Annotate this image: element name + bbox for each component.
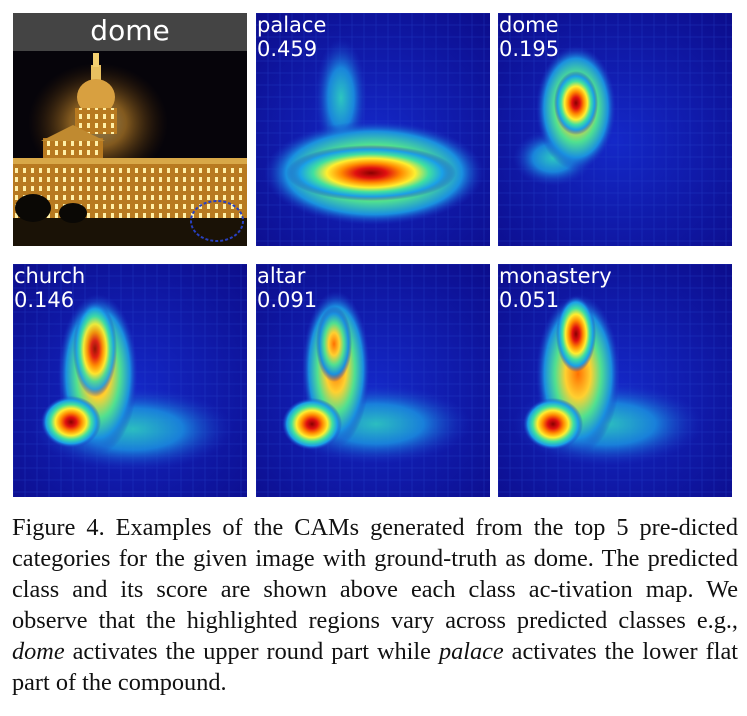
caption-text: activates the lower flat part of the com… <box>12 638 738 696</box>
cam-label-monastery: monastery 0.051 <box>499 264 612 312</box>
heatmap-palace <box>256 13 490 246</box>
class-name: palace <box>257 13 327 37</box>
class-score: 0.051 <box>499 288 560 312</box>
class-name: church <box>14 264 86 288</box>
cam-label-palace: palace 0.459 <box>257 13 326 61</box>
original-image-panel: dome <box>13 13 247 246</box>
heatmap-church <box>13 264 247 497</box>
cam-label-church: church 0.146 <box>14 264 85 312</box>
class-score: 0.459 <box>257 37 318 61</box>
night-palace-photo <box>13 13 247 246</box>
class-score: 0.195 <box>499 37 560 61</box>
class-name: altar <box>257 264 306 288</box>
cam-panel-palace: palace 0.459 <box>256 13 490 246</box>
class-name: monastery <box>499 264 612 288</box>
label-bar <box>13 13 247 51</box>
cam-panel-monastery: monastery 0.051 <box>498 264 732 497</box>
heatmap-monastery <box>498 264 732 497</box>
caption-text: Figure 4. Examples of the CAMs generated… <box>12 514 738 634</box>
cam-panel-church: church 0.146 <box>13 264 247 497</box>
cam-panel-altar: altar 0.091 <box>256 264 490 497</box>
caption-text: activates the upper round part while <box>64 638 439 665</box>
cam-label-dome: dome 0.195 <box>499 13 559 61</box>
heatmap-dome <box>498 13 732 246</box>
cam-panel-dome: dome 0.195 <box>498 13 732 246</box>
class-name: dome <box>499 13 559 37</box>
figure-caption: Figure 4. Examples of the CAMs generated… <box>12 512 738 698</box>
cam-label-altar: altar 0.091 <box>257 264 317 312</box>
ground-truth-label: dome <box>90 14 170 47</box>
class-score: 0.091 <box>257 288 318 312</box>
class-score: 0.146 <box>14 288 75 312</box>
heatmap-altar <box>256 264 490 497</box>
caption-emphasis-dome: dome <box>12 638 65 665</box>
caption-emphasis-palace: palace <box>438 638 504 665</box>
